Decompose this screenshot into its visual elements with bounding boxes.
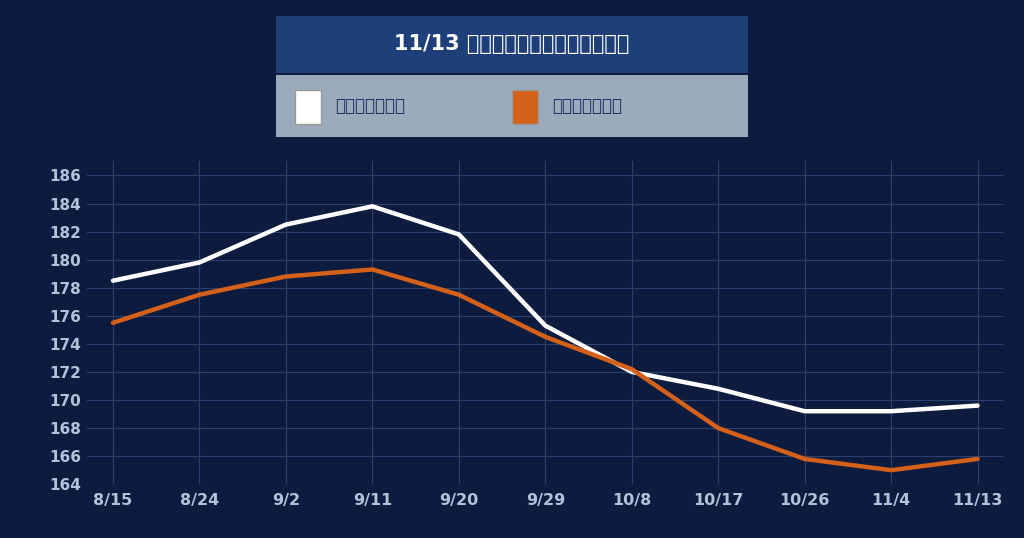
Text: レギュラー現金: レギュラー現金 [336, 97, 406, 115]
Bar [512, 89, 538, 124]
Text: レギュラー会員: レギュラー会員 [552, 97, 622, 115]
Bar [295, 89, 322, 124]
Text: 11/13 全国のガソリン平均価格推移: 11/13 全国のガソリン平均価格推移 [394, 34, 630, 54]
